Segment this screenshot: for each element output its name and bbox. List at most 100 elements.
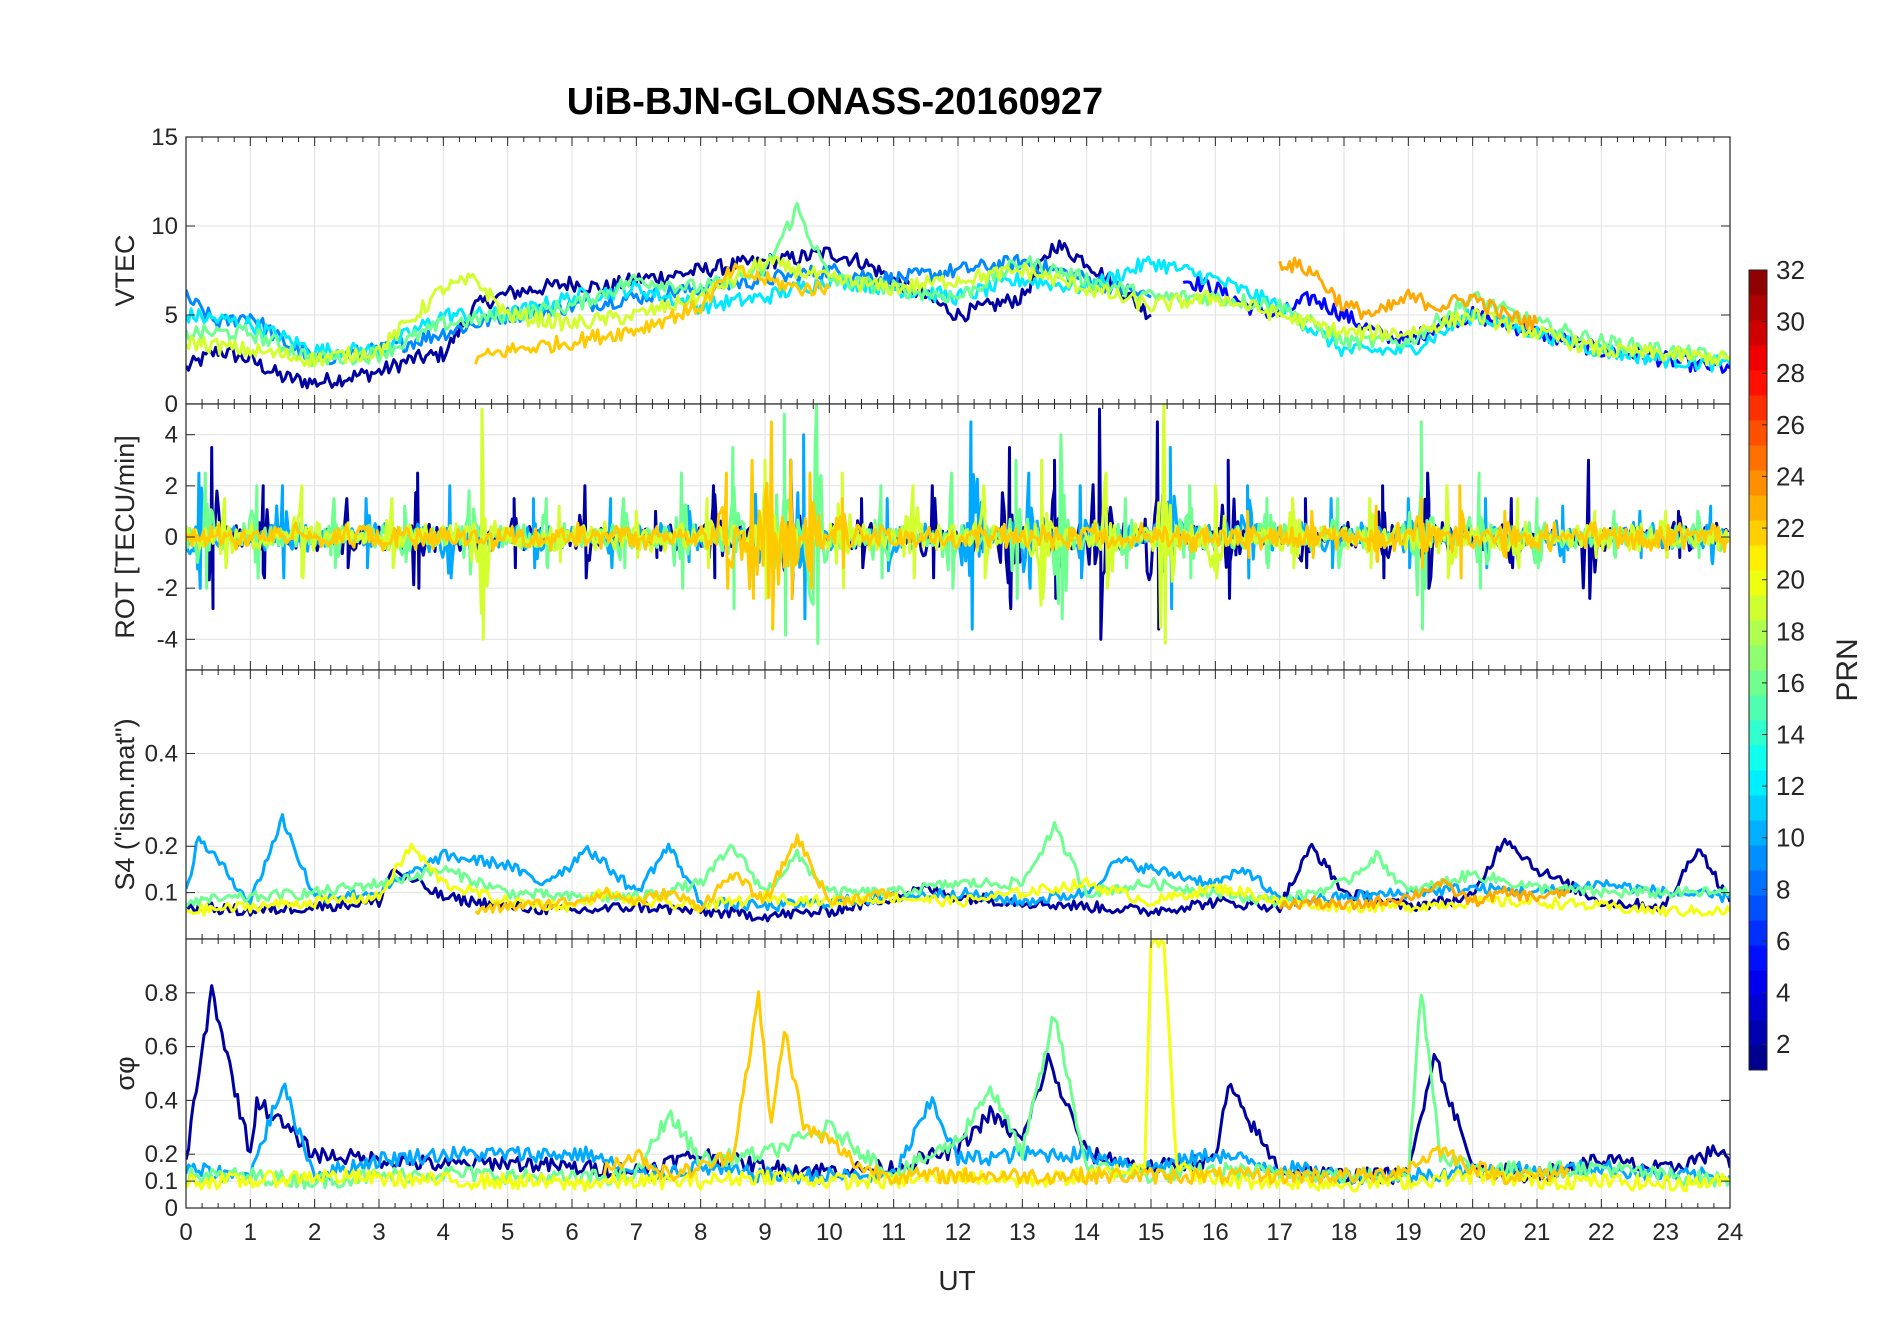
- colorbar-band: [1749, 595, 1767, 621]
- colorbar-tick-label: 6: [1776, 926, 1790, 956]
- series-prn-2: [186, 837, 1730, 923]
- y-tick-label: -2: [157, 575, 178, 602]
- x-tick-label: 19: [1395, 1219, 1422, 1246]
- colorbar-tick-label: 2: [1776, 1029, 1790, 1059]
- colorbar-band: [1749, 695, 1767, 721]
- series-prn-19: [186, 255, 1730, 368]
- x-tick-label: 4: [437, 1219, 450, 1246]
- colorbar-band: [1749, 845, 1767, 871]
- colorbar-tick-label: 28: [1776, 358, 1805, 388]
- y-axis-label-rot: ROT [TECU/min]: [110, 435, 140, 639]
- y-tick-label: 0.4: [145, 1087, 178, 1114]
- colorbar-band: [1749, 495, 1767, 521]
- colorbar-band: [1749, 520, 1767, 546]
- colorbar-tick-label: 4: [1776, 978, 1790, 1008]
- colorbar-band: [1749, 820, 1767, 846]
- series-prn-22: [474, 833, 895, 915]
- y-axis-label-vtec: VTEC: [110, 234, 140, 306]
- y-axis-label-sigma: σφ: [110, 1056, 140, 1090]
- colorbar-band: [1749, 945, 1767, 971]
- colorbar-band: [1749, 395, 1767, 421]
- y-tick-label: 0.1: [145, 880, 178, 907]
- y-tick-label: 15: [151, 124, 178, 151]
- x-tick-label: 17: [1266, 1219, 1293, 1246]
- y-tick-label: 0.2: [145, 833, 178, 860]
- series-prn-22: [186, 420, 1730, 631]
- colorbar-tick-label: 14: [1776, 720, 1805, 750]
- colorbar-band: [1749, 370, 1767, 396]
- series-prn-2: [186, 239, 1152, 390]
- y-tick-label: 0.2: [145, 1141, 178, 1168]
- series-group: [186, 201, 1730, 390]
- x-tick-label: 10: [816, 1219, 843, 1246]
- colorbar-band: [1749, 745, 1767, 771]
- y-tick-label: 10: [151, 213, 178, 240]
- y-tick-label: 0.8: [145, 980, 178, 1007]
- y-tick-label: 0: [165, 1195, 178, 1222]
- colorbar-band: [1749, 645, 1767, 671]
- x-tick-label: 14: [1073, 1219, 1100, 1246]
- x-tick-label: 22: [1588, 1219, 1615, 1246]
- colorbar-tick-label: 32: [1776, 255, 1805, 285]
- x-axis-label: UT: [938, 1265, 975, 1296]
- colorbar-tick-label: 10: [1776, 823, 1805, 853]
- colorbar-label: PRN: [1831, 638, 1864, 701]
- panel-rot: -4 -2 0 2 4 ROT [TECU/min]: [110, 403, 1731, 671]
- panel-s4: 0.1 0.2 0.4S4 ("ism.mat"): [110, 669, 1731, 940]
- y-tick-label: 0.4: [145, 740, 178, 767]
- colorbar-band: [1749, 895, 1767, 921]
- colorbar-tick-label: 26: [1776, 410, 1805, 440]
- colorbar-band: [1749, 1045, 1767, 1071]
- y-tick-label: 0: [165, 524, 178, 551]
- colorbar-band: [1749, 270, 1767, 296]
- series-group: [186, 939, 1730, 1193]
- colorbar-band: [1749, 1020, 1767, 1046]
- x-tick-label: 23: [1652, 1219, 1679, 1246]
- x-tick-label: 18: [1331, 1219, 1358, 1246]
- colorbar-band: [1749, 320, 1767, 346]
- y-tick-label: 0.1: [145, 1168, 178, 1195]
- colorbar-band: [1749, 620, 1767, 646]
- colorbar-band: [1749, 670, 1767, 696]
- x-tick-label: 11: [881, 1219, 906, 1246]
- series-prn-23: [1278, 256, 1539, 331]
- colorbar-tick-label: 18: [1776, 616, 1805, 646]
- x-tick-label: 9: [758, 1219, 771, 1246]
- colorbar-band: [1749, 345, 1767, 371]
- y-tick-label: 0: [165, 391, 178, 418]
- colorbar-band: [1749, 470, 1767, 496]
- colorbar-band: [1749, 870, 1767, 896]
- x-tick-label: 16: [1202, 1219, 1229, 1246]
- colorbar-band: [1749, 995, 1767, 1021]
- y-tick-label: 2: [165, 473, 178, 500]
- x-tick-label: 5: [501, 1219, 514, 1246]
- x-tick-label: 0: [179, 1219, 192, 1246]
- colorbar-band: [1749, 920, 1767, 946]
- x-tick-label: 8: [694, 1219, 707, 1246]
- x-tick-label: 7: [630, 1219, 643, 1246]
- colorbar-band: [1749, 720, 1767, 746]
- x-tick-label: 21: [1524, 1219, 1551, 1246]
- colorbar-band: [1749, 795, 1767, 821]
- colorbar-band: [1749, 770, 1767, 796]
- series-prn-23: [1278, 878, 1571, 911]
- colorbar-tick-label: 22: [1776, 513, 1805, 543]
- x-tick-label: 20: [1459, 1219, 1486, 1246]
- x-tick-label: 12: [945, 1219, 972, 1246]
- colorbar-band: [1749, 445, 1767, 471]
- y-tick-label: 5: [165, 302, 178, 329]
- x-tick-label: 3: [372, 1219, 385, 1246]
- colorbar-frame: [1748, 269, 1768, 1071]
- y-axis-label-s4: S4 ("ism.mat"): [110, 718, 140, 890]
- x-tick-label: 15: [1138, 1219, 1165, 1246]
- colorbar-band: [1749, 970, 1767, 996]
- y-tick-label: 0.6: [145, 1034, 178, 1061]
- y-tick-label: -4: [157, 626, 178, 653]
- series-group: [186, 813, 1730, 923]
- colorbar-band: [1749, 545, 1767, 571]
- colorbar-tick-label: 16: [1776, 668, 1805, 698]
- colorbar-tick-label: 24: [1776, 461, 1805, 491]
